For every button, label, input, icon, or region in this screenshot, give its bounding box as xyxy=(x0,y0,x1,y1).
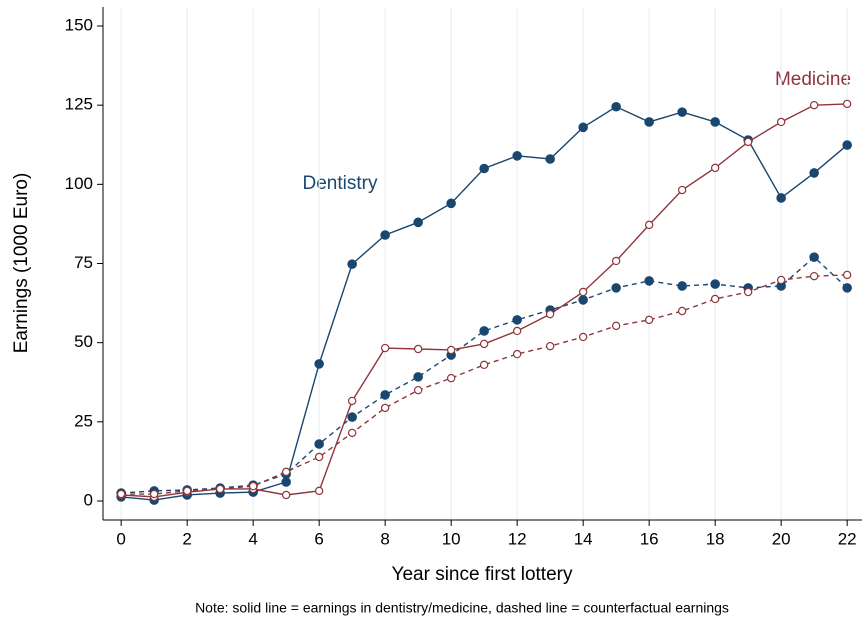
marker xyxy=(413,372,423,382)
x-tick-label: 0 xyxy=(116,529,125,548)
x-tick-label: 12 xyxy=(508,529,527,548)
y-tick-label: 25 xyxy=(74,411,93,430)
x-axis-label: Year since first lottery xyxy=(392,564,573,585)
marker xyxy=(578,295,588,305)
marker xyxy=(710,117,720,127)
marker xyxy=(677,185,687,195)
marker xyxy=(281,467,291,477)
y-tick-label: 50 xyxy=(74,332,93,351)
marker xyxy=(809,252,819,262)
marker xyxy=(347,259,357,269)
marker xyxy=(545,341,555,351)
x-tick-label: 8 xyxy=(380,529,389,548)
y-tick-label: 75 xyxy=(74,253,93,272)
x-tick-label: 18 xyxy=(706,529,725,548)
x-tick-label: 4 xyxy=(248,529,257,548)
x-tick-label: 14 xyxy=(574,529,593,548)
y-tick-label: 0 xyxy=(84,490,93,509)
marker xyxy=(644,220,654,230)
x-tick-label: 16 xyxy=(640,529,659,548)
marker xyxy=(677,281,687,291)
marker xyxy=(743,137,753,147)
marker xyxy=(809,168,819,178)
marker xyxy=(809,100,819,110)
marker xyxy=(347,396,357,406)
marker xyxy=(479,360,489,370)
marker xyxy=(611,321,621,331)
marker xyxy=(149,489,159,499)
marker xyxy=(479,163,489,174)
y-tick-label: 150 xyxy=(65,15,93,34)
marker xyxy=(116,489,126,499)
marker xyxy=(677,107,687,117)
marker xyxy=(710,294,720,304)
marker xyxy=(644,315,654,325)
marker xyxy=(545,309,555,319)
series-line xyxy=(121,274,848,495)
x-tick-label: 10 xyxy=(442,529,461,548)
note: Note: solid line = earnings in dentistry… xyxy=(195,600,729,616)
marker xyxy=(479,339,489,349)
marker xyxy=(677,306,687,316)
marker xyxy=(710,279,720,289)
x-tick-label: 2 xyxy=(182,529,191,548)
marker xyxy=(842,270,852,280)
marker xyxy=(446,345,456,355)
marker xyxy=(380,230,390,240)
marker xyxy=(578,287,588,297)
y-tick-label: 100 xyxy=(65,174,93,193)
marker xyxy=(281,477,291,487)
marker xyxy=(842,283,852,293)
marker xyxy=(776,193,786,203)
marker xyxy=(743,287,753,297)
marker xyxy=(215,484,225,494)
y-tick-label: 125 xyxy=(65,95,93,114)
x-tick-label: 6 xyxy=(314,529,323,548)
marker xyxy=(809,271,819,281)
series-line xyxy=(121,256,848,494)
marker xyxy=(314,452,324,462)
marker xyxy=(611,101,621,112)
marker xyxy=(314,439,324,449)
marker xyxy=(842,140,852,150)
marker xyxy=(446,198,456,209)
marker xyxy=(413,344,423,354)
marker xyxy=(347,428,357,438)
x-tick-label: 20 xyxy=(772,529,791,548)
marker xyxy=(512,326,522,336)
marker xyxy=(545,154,555,164)
marker xyxy=(347,412,357,422)
marker xyxy=(842,99,852,109)
marker xyxy=(512,315,522,325)
marker xyxy=(578,332,588,342)
series-line xyxy=(121,103,848,498)
marker xyxy=(512,151,522,161)
marker xyxy=(413,385,423,395)
marker xyxy=(446,373,456,383)
marker xyxy=(611,283,621,293)
marker xyxy=(281,490,291,500)
marker xyxy=(314,359,324,369)
marker xyxy=(479,326,489,336)
marker xyxy=(644,276,654,286)
marker xyxy=(182,486,192,496)
marker xyxy=(710,163,720,173)
marker xyxy=(776,117,786,127)
marker xyxy=(380,390,390,400)
x-tick-label: 22 xyxy=(838,529,857,548)
marker xyxy=(413,217,423,228)
marker xyxy=(248,481,258,491)
y-axis-label: Earnings (1000 Euro) xyxy=(11,173,32,354)
annotation: Dentistry xyxy=(303,173,378,194)
marker xyxy=(578,122,588,133)
marker xyxy=(611,256,621,266)
marker xyxy=(776,275,786,285)
marker xyxy=(380,343,390,353)
annotation: Medicine xyxy=(775,69,851,90)
marker xyxy=(314,486,324,496)
marker xyxy=(512,349,522,359)
marker xyxy=(380,403,390,413)
marker xyxy=(644,117,654,127)
